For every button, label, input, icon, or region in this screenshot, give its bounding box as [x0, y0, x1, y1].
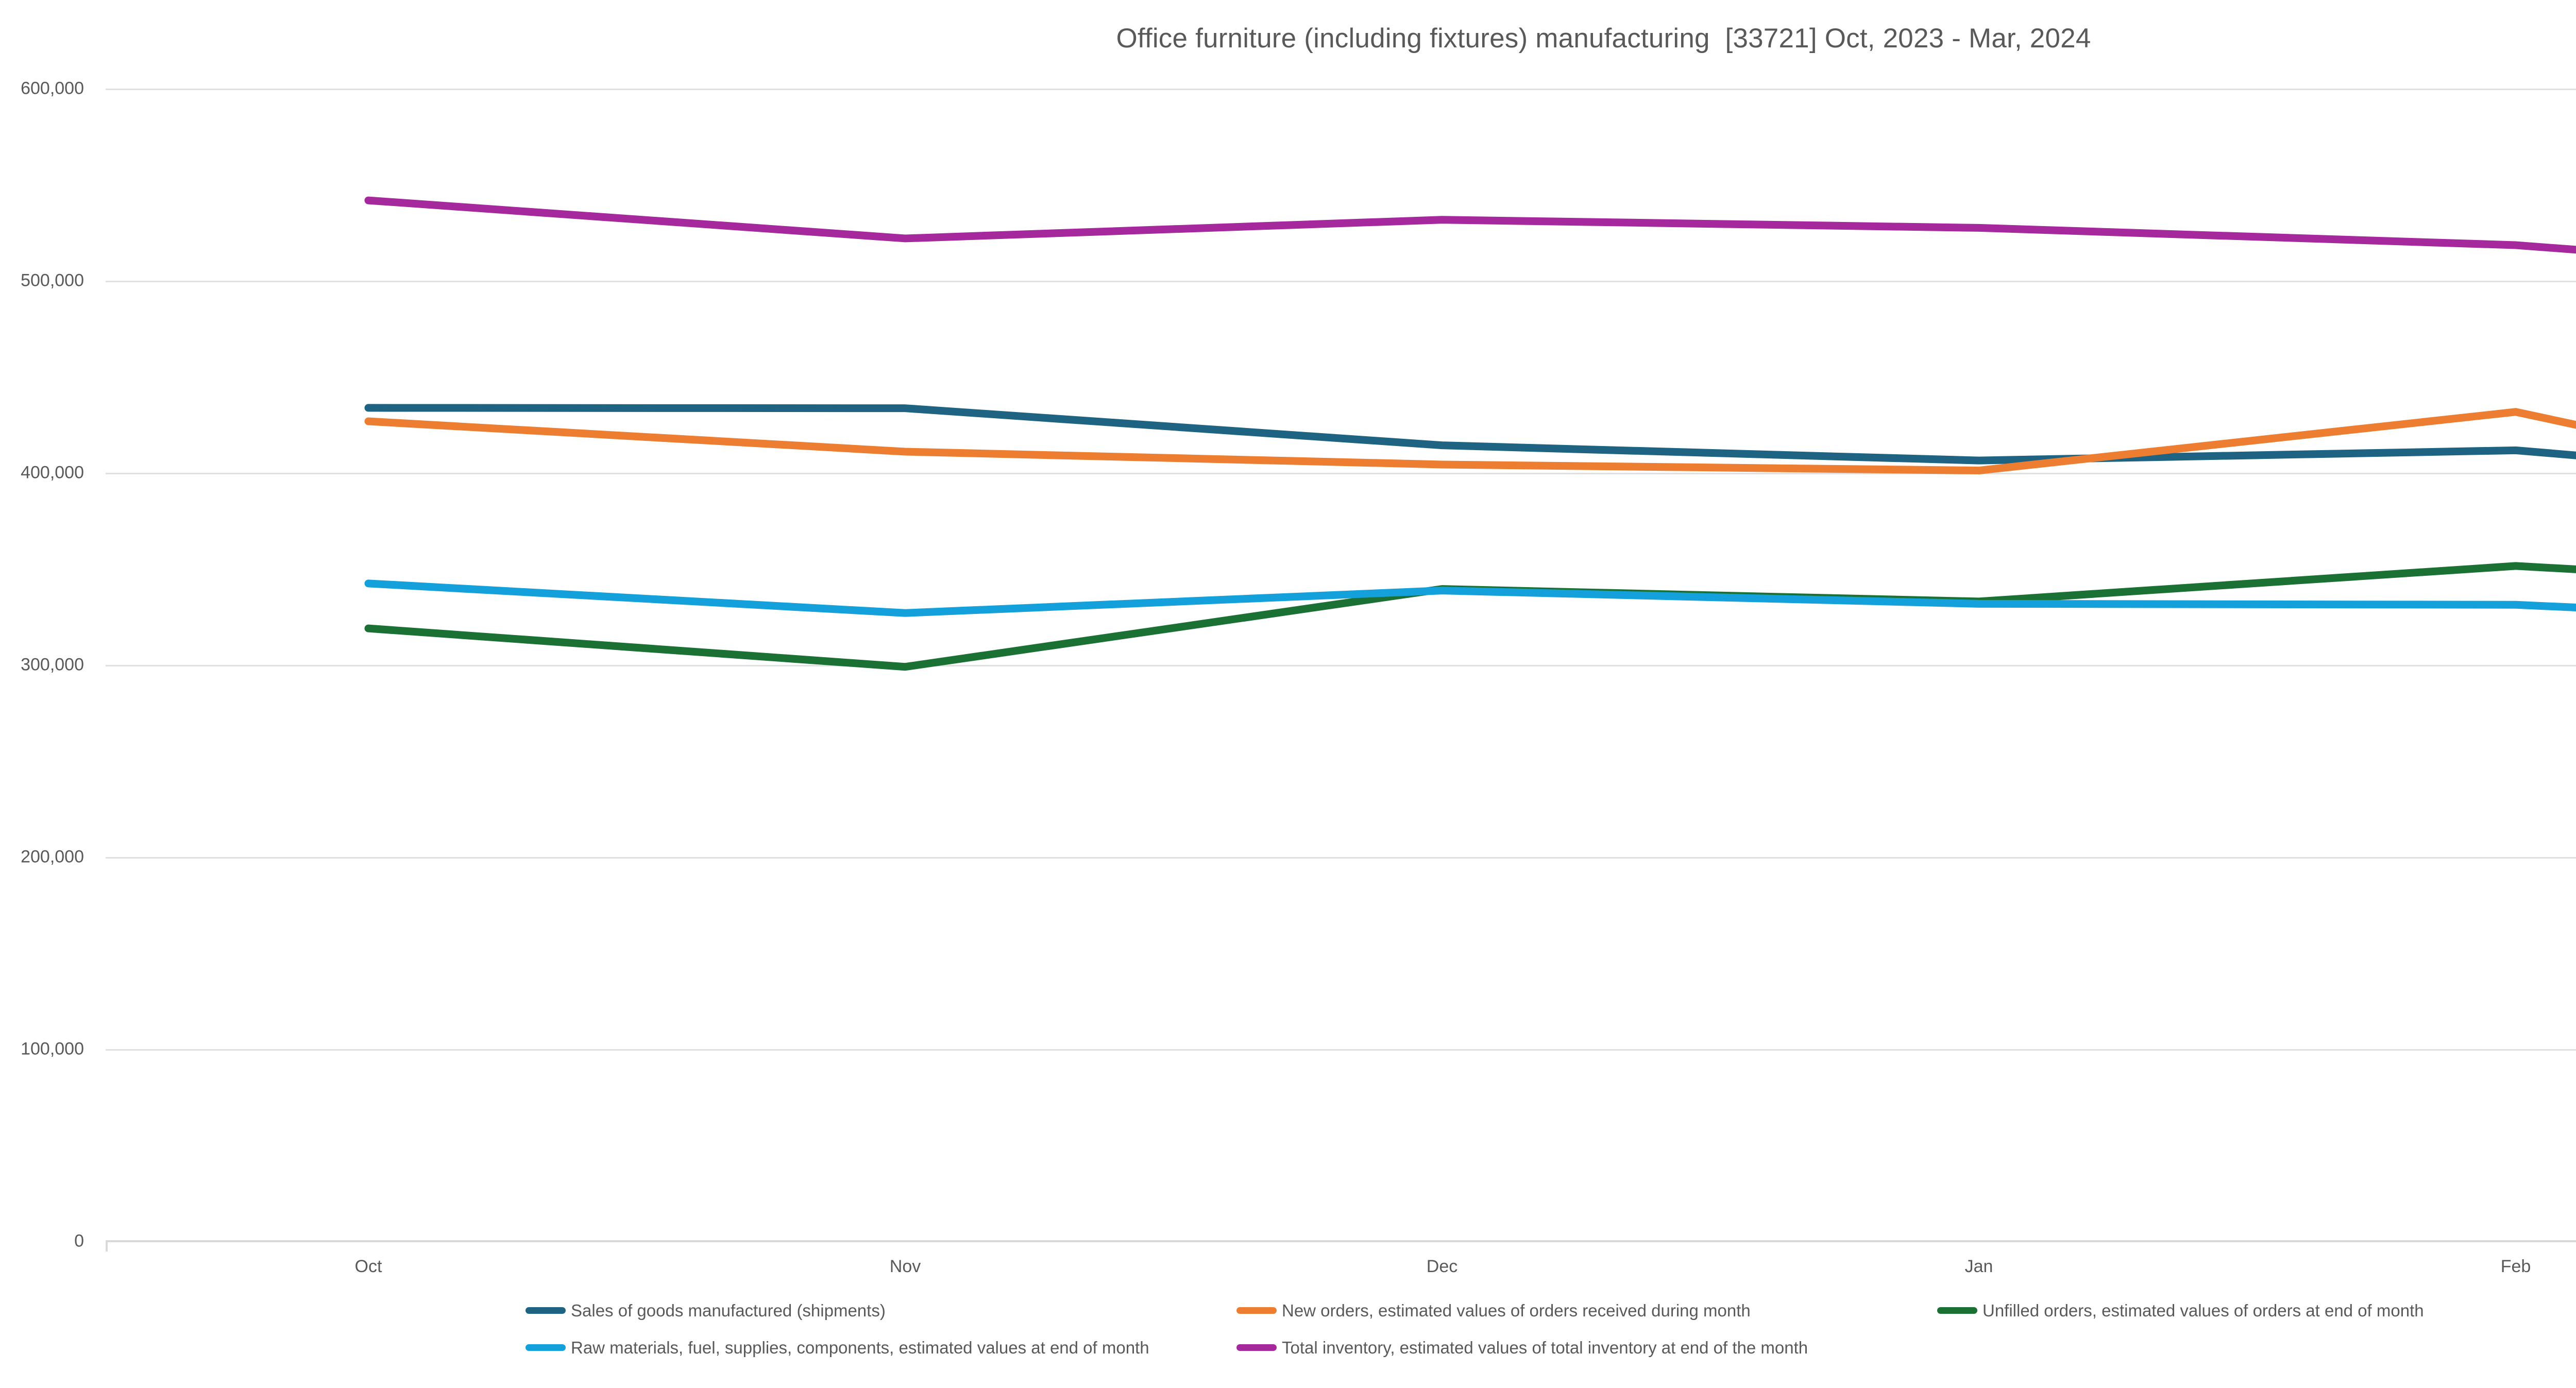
legend-color-swatch — [1236, 1307, 1277, 1314]
y-axis-tick-label: 500,000 — [21, 270, 84, 290]
legend-color-swatch — [526, 1344, 566, 1351]
gridline — [106, 857, 2576, 859]
gridline — [106, 1049, 2576, 1051]
legend-item[interactable]: Sales of goods manufactured (shipments) — [526, 1302, 886, 1319]
x-axis-tick-label: Jan — [1964, 1257, 1993, 1276]
chart-title: Office furniture (including fixtures) ma… — [1116, 23, 2091, 54]
legend-item[interactable]: New orders, estimated values of orders r… — [1236, 1302, 1751, 1319]
legend-color-swatch — [1937, 1307, 1977, 1314]
series-line — [364, 404, 2576, 465]
y-axis-tick-label: 100,000 — [21, 1039, 84, 1059]
x-axis-tick-labels: OctNovDecJanFebMar — [106, 1257, 2576, 1288]
legend-item-label: Unfilled orders, estimated values of ord… — [1982, 1301, 2424, 1320]
y-axis-tick-labels: 600,000 500,000 400,000 300,000 200,000 100,0… — [0, 0, 95, 1388]
x-axis-tick-label: Dec — [1426, 1257, 1458, 1276]
y-axis-tick-label: 200,000 — [21, 847, 84, 867]
legend-color-swatch — [1236, 1344, 1277, 1351]
gridline — [106, 89, 2576, 90]
gridline — [106, 665, 2576, 666]
legend-color-swatch — [526, 1307, 566, 1314]
y-axis-tick-label: 400,000 — [21, 462, 84, 483]
series-line — [364, 408, 2576, 475]
x-axis-tick-label: Feb — [2500, 1257, 2531, 1276]
plot-area — [106, 89, 2576, 1241]
x-axis-tick-label: Nov — [889, 1257, 921, 1276]
legend-item-label: Total inventory, estimated values of tot… — [1282, 1338, 1808, 1357]
legend-item[interactable]: Total inventory, estimated values of tot… — [1236, 1339, 1808, 1356]
legend-item[interactable]: Raw materials, fuel, supplies, component… — [526, 1339, 1149, 1356]
gridline — [106, 473, 2576, 474]
series-lines — [364, 196, 2576, 671]
legend-item-label: Sales of goods manufactured (shipments) — [571, 1301, 886, 1320]
y-axis-tick-label: 600,000 — [21, 78, 84, 98]
legend-item[interactable]: Unfilled orders, estimated values of ord… — [1937, 1302, 2424, 1319]
series-line — [364, 579, 2576, 617]
legend-item-label: Raw materials, fuel, supplies, component… — [571, 1338, 1149, 1357]
y-axis-tick-label: 0 — [74, 1231, 84, 1251]
series-line — [364, 196, 2576, 254]
legend-item-label: New orders, estimated values of orders r… — [1282, 1301, 1751, 1320]
chart-legend: Sales of goods manufactured (shipments) N… — [526, 1302, 2576, 1374]
x-axis-tick-label: Oct — [354, 1257, 382, 1276]
series-line — [364, 562, 2576, 671]
gridline — [106, 281, 2576, 282]
x-axis-line — [106, 1240, 2576, 1242]
y-axis-tick-label: 300,000 — [21, 655, 84, 675]
y-axis-line — [106, 1240, 108, 1252]
